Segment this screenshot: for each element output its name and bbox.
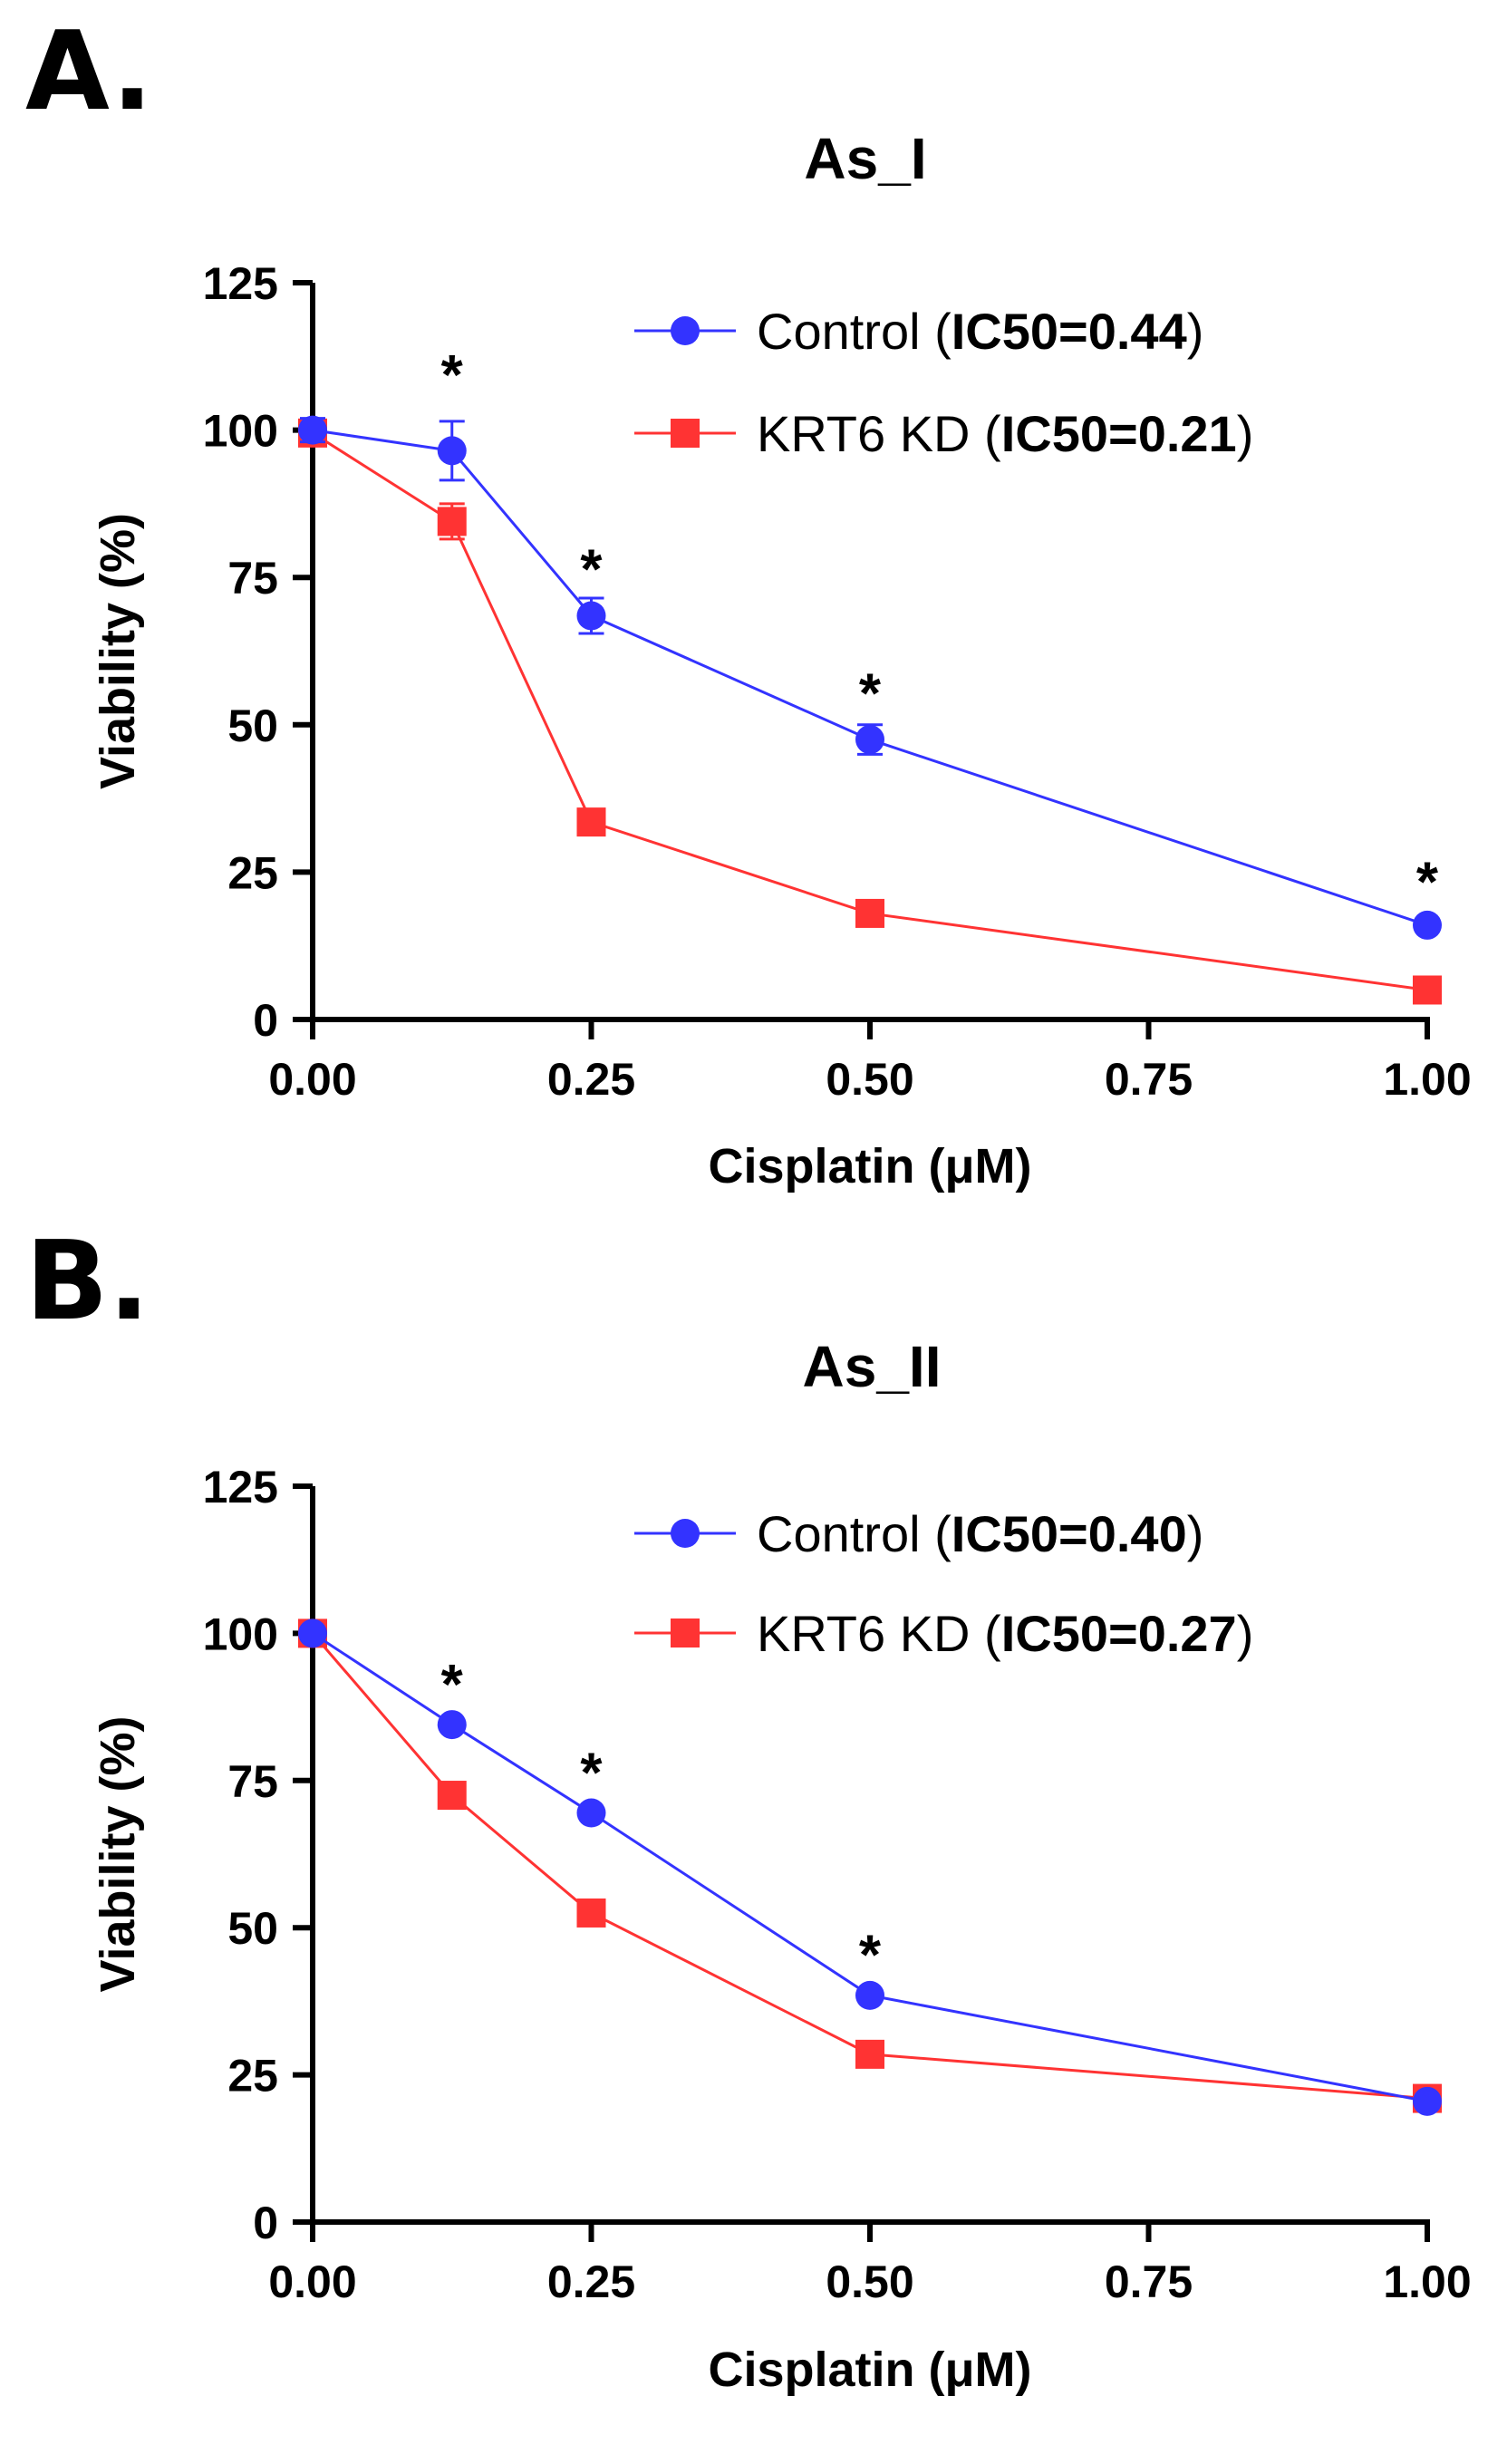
- x-tick-label: 0.25: [547, 1054, 635, 1105]
- data-point-control: [855, 1980, 884, 2010]
- panel-letter: A.: [25, 9, 153, 135]
- chart-panel-a: A. As_I 0 25 50 75 100 125 0.00 0.25 0.50 0.75 1.00 C…: [25, 9, 1472, 1193]
- significance-star: *: [580, 1742, 603, 1804]
- data-point-control: [437, 436, 467, 466]
- y-tick-label: 75: [227, 553, 278, 604]
- data-point-krt6-kd: [855, 2039, 884, 2069]
- x-tick-label: 0.00: [268, 1054, 356, 1105]
- y-tick-label: 0: [253, 995, 278, 1046]
- legend-marker-krt6-kd: [671, 419, 700, 448]
- x-tick-label: 0.50: [826, 2256, 913, 2307]
- x-tick-label: 0.00: [268, 2256, 356, 2307]
- data-point-control: [298, 415, 327, 445]
- y-tick-label: 100: [203, 1609, 278, 1659]
- x-axis-label: Cisplatin (μM): [708, 2343, 1031, 2397]
- y-tick-label: 125: [203, 1462, 278, 1512]
- chart-title: As_I: [804, 126, 926, 191]
- y-axis-label: Viability (%): [91, 513, 145, 789]
- significance-star: *: [859, 662, 882, 725]
- y-tick-label: 25: [227, 2051, 278, 2102]
- chart-title: As_II: [803, 1334, 942, 1399]
- x-tick-label: 0.75: [1105, 1054, 1193, 1105]
- data-point-krt6-kd: [437, 507, 467, 536]
- x-tick-label: 0.25: [547, 2256, 635, 2307]
- y-tick-label: 50: [227, 701, 278, 751]
- data-point-krt6-kd: [1413, 975, 1442, 1005]
- legend-marker-krt6-kd: [671, 1619, 700, 1647]
- data-point-krt6-kd: [576, 807, 606, 837]
- legend-marker-control: [671, 316, 700, 345]
- x-tick-label: 1.00: [1383, 1054, 1471, 1105]
- y-tick-label: 25: [227, 847, 278, 898]
- legend-label-krt6-kd: KRT6 KD (IC50=0.27): [757, 1605, 1253, 1662]
- chart-panel-b: B. As_II 0 25 50 75 100 125 0.00 0.25 0.50 0.75 1.00…: [25, 1219, 1472, 2397]
- data-point-control: [576, 1798, 606, 1828]
- legend-marker-control: [671, 1519, 700, 1548]
- y-axis-label: Viability (%): [91, 1715, 145, 1992]
- legend-label-control: Control (IC50=0.40): [757, 1505, 1203, 1562]
- y-tick-label: 75: [227, 1756, 278, 1807]
- y-tick-label: 125: [203, 258, 278, 309]
- y-tick-label: 100: [203, 406, 278, 457]
- data-point-control: [437, 1710, 467, 1740]
- data-point-krt6-kd: [576, 1898, 606, 1928]
- data-point-control: [298, 1619, 327, 1648]
- data-point-control: [576, 601, 606, 631]
- x-tick-label: 0.75: [1105, 2256, 1193, 2307]
- significance-star: *: [441, 344, 464, 407]
- y-tick-label: 50: [227, 1903, 278, 1954]
- data-point-krt6-kd: [855, 898, 884, 928]
- x-tick-label: 0.50: [826, 1054, 913, 1105]
- x-tick-label: 1.00: [1383, 2256, 1471, 2307]
- data-point-krt6-kd: [437, 1781, 467, 1811]
- x-axis-label: Cisplatin (μM): [708, 1139, 1031, 1193]
- data-point-control: [1413, 2086, 1442, 2116]
- significance-star: *: [859, 1925, 882, 1987]
- significance-star: *: [441, 1654, 464, 1716]
- significance-star: *: [1416, 851, 1439, 913]
- data-point-control: [1413, 910, 1442, 940]
- series-line-control: [312, 1632, 1428, 2103]
- legend-label-control: Control (IC50=0.44): [757, 303, 1203, 360]
- y-tick-label: 0: [253, 2198, 278, 2248]
- significance-star: *: [580, 539, 603, 602]
- data-point-control: [855, 725, 884, 755]
- series-line-krt6-kd: [311, 1632, 1428, 2101]
- panel-letter: B.: [25, 1219, 150, 1345]
- legend-label-krt6-kd: KRT6 KD (IC50=0.21): [757, 405, 1253, 462]
